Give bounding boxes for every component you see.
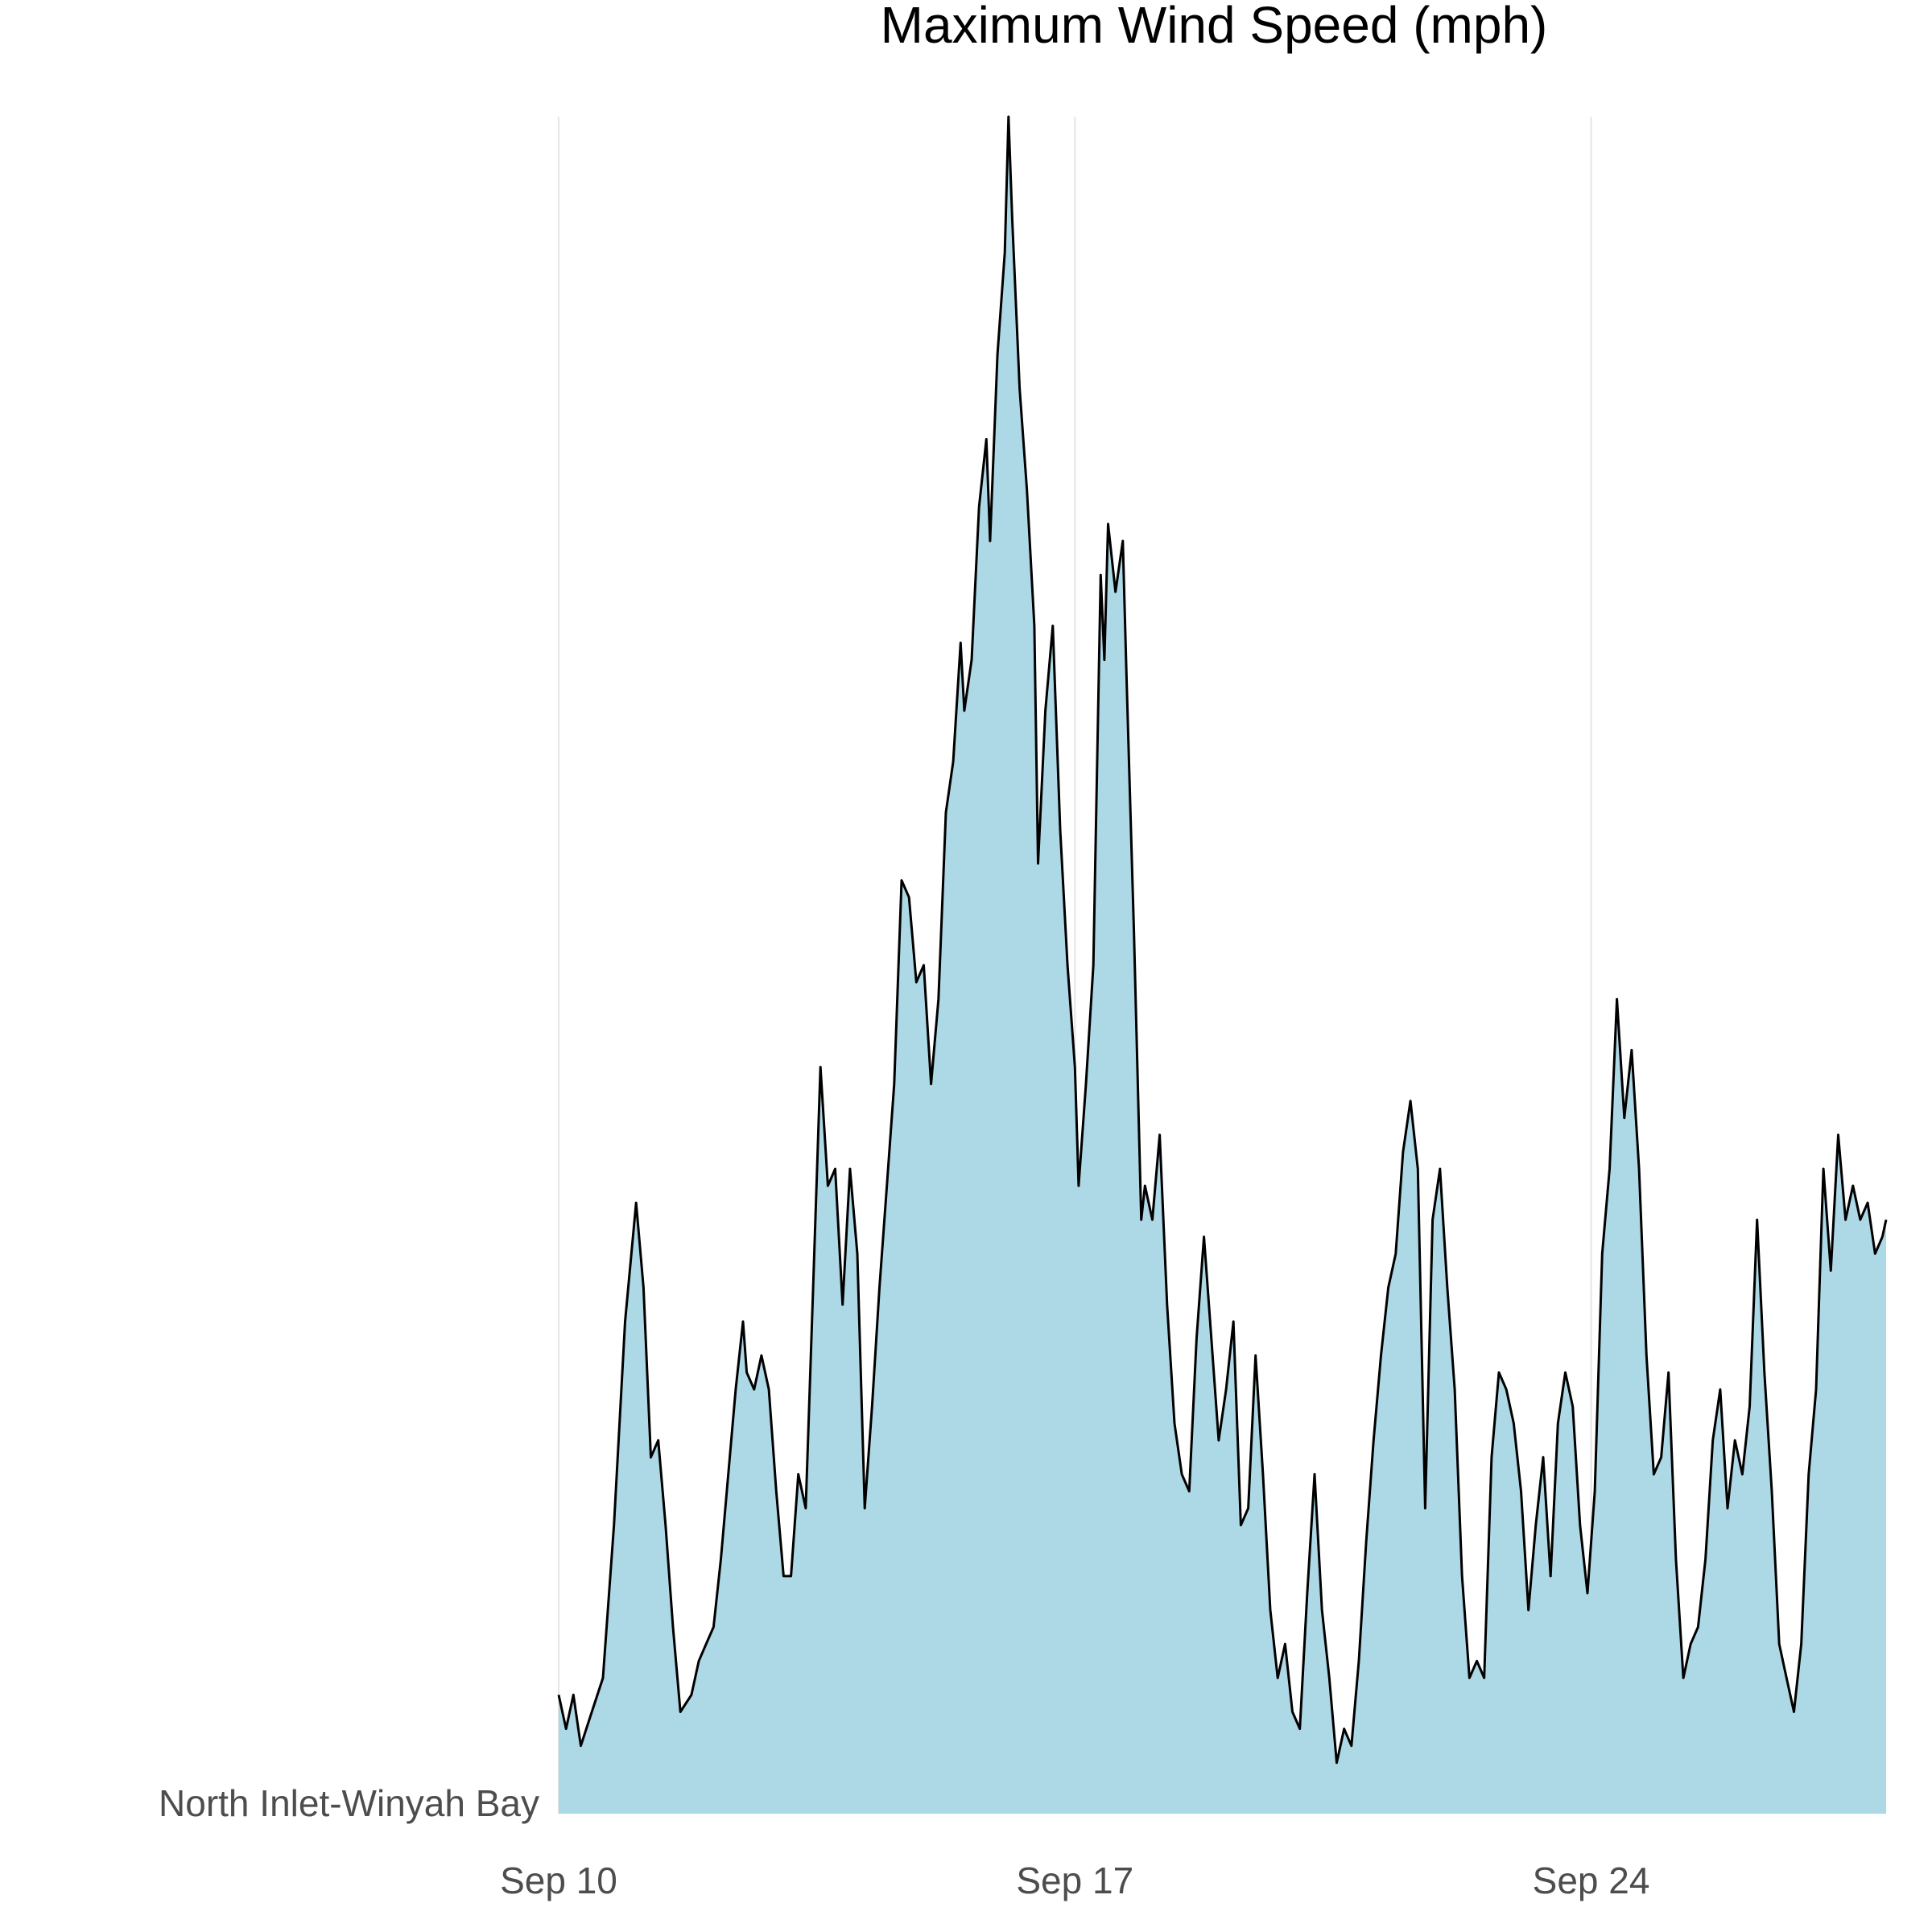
wind-speed-line [557, 115, 1888, 1765]
x-tick-label: Sep 10 [500, 1860, 617, 1901]
x-tick-label: Sep 24 [1533, 1860, 1650, 1901]
chart-title: Maximum Wind Speed (mph) [881, 0, 1548, 54]
row-label: North Inlet-Winyah Bay [159, 1782, 539, 1824]
wind-speed-area [559, 117, 1886, 1814]
x-axis-tick-labels: Sep 10 Sep 17 Sep 24 [500, 1860, 1649, 1901]
x-tick-label: Sep 17 [1016, 1860, 1133, 1901]
